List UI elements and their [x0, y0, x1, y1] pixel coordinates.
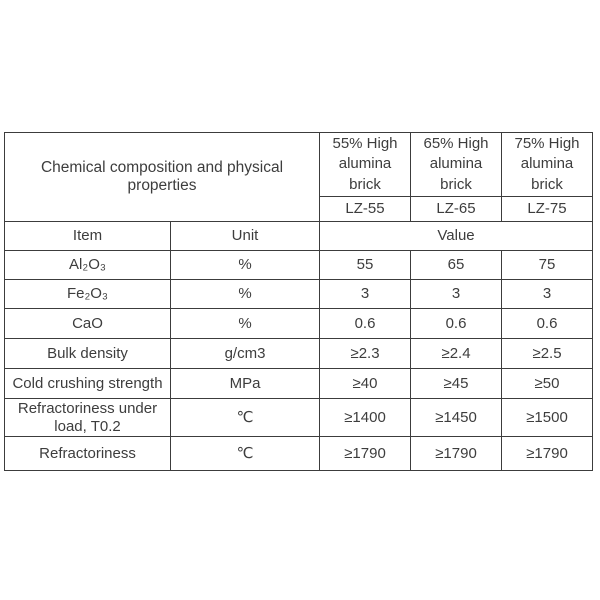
table-row-product-grades: LZ-55 LZ-65 LZ-75 [5, 196, 594, 222]
item-cell: Refractoriness under load, T0.2 [4, 397, 171, 438]
value-header-cell: Value [319, 221, 594, 251]
value-cell: ≥2.3 [319, 338, 412, 369]
unit-cell: % [169, 308, 321, 339]
unit-cell: % [169, 250, 321, 280]
product-grade-cell-lz55: LZ-55 [319, 196, 412, 222]
value-cell: ≥1400 [319, 397, 412, 438]
unit-cell: g/cm3 [169, 338, 321, 369]
table-row-bulk-density: Bulk density g/cm3 ≥2.3 ≥2.4 ≥2.5 [4, 338, 594, 369]
item-cell: CaO [4, 308, 171, 339]
value-cell: ≥2.4 [410, 338, 503, 369]
value-cell: ≥1790 [410, 436, 503, 472]
product-grade-cell-lz65: LZ-65 [410, 196, 503, 222]
value-cell: ≥1500 [501, 397, 594, 438]
table-row-column-headers: Item Unit Value [4, 221, 594, 251]
value-cell: ≥2.5 [501, 338, 594, 369]
value-cell: 65 [410, 250, 503, 280]
item-cell: Cold crushing strength [4, 368, 171, 399]
value-cell: 0.6 [319, 308, 412, 339]
product-name-cell-65: 65% High alumina brick [410, 132, 503, 197]
item-cell: Bulk density [4, 338, 171, 369]
table-row-refractoriness-under-load: Refractoriness under load, T0.2 ℃ ≥1400 … [4, 397, 594, 438]
unit-cell: MPa [169, 368, 321, 399]
value-cell: ≥45 [410, 368, 503, 399]
product-name-cell-75: 75% High alumina brick [501, 132, 594, 197]
table-row-cold-crushing-strength: Cold crushing strength MPa ≥40 ≥45 ≥50 [4, 368, 594, 399]
table-title-cell: Chemical composition and physical proper… [3, 132, 321, 222]
unit-cell: ℃ [169, 397, 321, 438]
item-cell: Refractoriness [4, 436, 171, 472]
table-row-cao: CaO % 0.6 0.6 0.6 [4, 308, 594, 339]
product-name-cell-55: 55% High alumina brick [319, 132, 412, 197]
value-cell: 3 [501, 279, 594, 309]
item-cell: Fe₂O₃ [4, 279, 171, 309]
value-cell: 0.6 [410, 308, 503, 339]
value-cell: 3 [410, 279, 503, 309]
value-cell: 75 [501, 250, 594, 280]
unit-cell: ℃ [169, 436, 321, 472]
product-grade-cell-lz75: LZ-75 [501, 196, 594, 222]
table-row-al2o3: Al₂O₃ % 55 65 75 [4, 250, 594, 280]
value-cell: 3 [319, 279, 412, 309]
table-row-refractoriness: Refractoriness ℃ ≥1790 ≥1790 ≥1790 [4, 436, 594, 472]
unit-cell: % [169, 279, 321, 309]
table-row-fe2o3: Fe₂O₃ % 3 3 3 [4, 279, 594, 309]
spec-table: Chemical composition and physical proper… [3, 132, 594, 472]
value-cell: ≥1450 [410, 397, 503, 438]
value-cell: ≥50 [501, 368, 594, 399]
value-cell: 55 [319, 250, 412, 280]
table-row-product-names: Chemical composition and physical proper… [3, 132, 594, 222]
value-cell: ≥40 [319, 368, 412, 399]
value-cell: ≥1790 [501, 436, 594, 472]
item-cell: Al₂O₃ [4, 250, 171, 280]
unit-header-cell: Unit [169, 221, 321, 251]
value-cell: ≥1790 [319, 436, 412, 472]
item-header-cell: Item [4, 221, 171, 251]
value-cell: 0.6 [501, 308, 594, 339]
